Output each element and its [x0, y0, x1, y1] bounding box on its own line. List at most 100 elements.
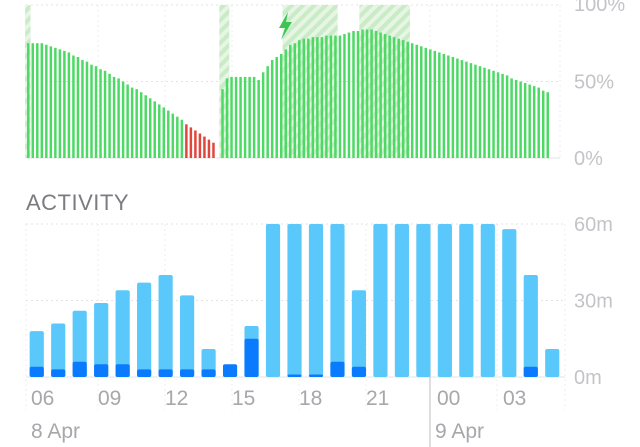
screen-off-bar: [244, 338, 259, 377]
battery-level-bar: [198, 133, 202, 158]
battery-level-bar: [474, 64, 477, 158]
battery-level-bar: [298, 40, 301, 158]
battery-level-bar: [243, 76, 247, 158]
battery-level-bar: [370, 29, 373, 159]
battery-level-bar: [388, 35, 391, 158]
battery-level-bar: [207, 139, 211, 158]
screen-off-bar: [180, 369, 195, 377]
battery-level-bar: [510, 78, 513, 158]
battery-level-bar: [392, 37, 396, 158]
screen-on-bar: [459, 224, 474, 377]
battery-level-bar: [307, 38, 310, 158]
battery-level-bar: [483, 67, 486, 158]
screen-on-bar: [416, 224, 431, 377]
screen-off-bar: [115, 364, 130, 377]
battery-level-bar: [117, 78, 120, 158]
battery-level-bar: [284, 49, 287, 159]
battery-level-bar: [49, 46, 53, 159]
battery-level-bar: [45, 44, 48, 158]
screen-off-bar: [72, 361, 87, 377]
battery-level-bar: [126, 84, 129, 158]
battery-level-bar: [239, 76, 242, 158]
screen-off-bar: [201, 369, 216, 377]
battery-level-bar: [27, 43, 30, 158]
screen-off-bar: [137, 369, 152, 377]
activity-x-tick-label: 03: [503, 387, 526, 410]
screen-on-bar: [351, 290, 367, 377]
battery-level-bar: [103, 70, 107, 158]
screen-off-bar: [523, 366, 538, 377]
battery-level-bar: [162, 107, 166, 158]
battery-level-bar: [334, 35, 337, 158]
battery-level-bar: [158, 104, 161, 158]
battery-level-bar: [447, 55, 450, 158]
battery-level-bar: [361, 29, 364, 159]
screen-off-bar: [158, 369, 173, 377]
battery-level-bar: [379, 32, 382, 158]
battery-level-bar: [347, 32, 351, 158]
screen-on-bar: [480, 224, 495, 377]
battery-level-bar: [185, 124, 188, 158]
battery-level-bar: [478, 66, 482, 158]
battery-level-bar: [320, 37, 324, 158]
battery-level-bar: [72, 55, 75, 158]
battery-level-bar: [406, 41, 409, 158]
battery-level-bar: [325, 35, 328, 158]
screen-on-bar: [94, 303, 109, 377]
charging-period-band: [219, 5, 230, 158]
activity-y-tick-label: 60m: [574, 214, 613, 236]
screen-on-bar: [265, 224, 281, 377]
battery-level-bar: [148, 98, 152, 158]
screen-on-bar: [545, 348, 560, 377]
battery-level-bar: [343, 34, 346, 158]
screen-off-bar: [29, 366, 44, 377]
battery-level-bar: [58, 49, 62, 159]
battery-level-bar: [54, 47, 57, 159]
screen-off-bar: [51, 369, 66, 377]
activity-date-label: 9 Apr: [435, 420, 484, 443]
battery-level-bar: [546, 92, 549, 158]
battery-level-bar: [352, 31, 355, 158]
activity-x-tick-label: 18: [299, 387, 322, 410]
screen-on-bar: [51, 323, 66, 377]
battery-level-bar: [90, 64, 93, 158]
battery-level-bar: [487, 69, 491, 158]
battery-level-bar: [438, 52, 441, 158]
battery-level-bar: [221, 89, 224, 158]
screen-on-bar: [502, 229, 517, 377]
battery-level-bar: [261, 72, 265, 158]
battery-level-bar: [234, 76, 238, 158]
battery-level-bar: [460, 60, 464, 158]
battery-level-bar: [212, 142, 215, 158]
battery-level-bar: [130, 87, 134, 158]
battery-level-bar: [81, 60, 84, 158]
battery-level-bar: [67, 52, 71, 158]
screen-on-bar: [287, 224, 302, 377]
screen-off-bar: [222, 364, 238, 377]
battery-level-bar: [257, 79, 260, 158]
battery-level-bar: [374, 31, 378, 158]
battery-level-bar: [492, 70, 495, 158]
battery-level-bar: [225, 78, 229, 158]
battery-level-bar: [469, 63, 473, 158]
battery-level-bar: [415, 44, 418, 158]
battery-level-bar: [135, 89, 138, 158]
activity-y-tick-label: 0m: [574, 367, 602, 389]
battery-level-bar: [365, 29, 369, 159]
battery-y-tick-label: 0%: [574, 148, 603, 170]
battery-level-bar: [514, 79, 518, 158]
battery-level-bar: [203, 136, 206, 158]
battery-level-bar: [153, 101, 156, 158]
battery-level-bar: [171, 113, 175, 158]
screen-on-bar: [330, 224, 345, 377]
battery-level-bar: [108, 73, 111, 158]
battery-level-bar: [85, 61, 89, 158]
battery-y-tick-label: 50%: [574, 72, 614, 94]
battery-level-bar: [501, 73, 504, 158]
battery-level-bar: [537, 87, 540, 158]
battery-level-bar: [252, 76, 256, 158]
battery-level-chart: 100% 50% 0%: [25, 0, 625, 170]
battery-level-bar: [456, 58, 459, 158]
battery-level-bar: [94, 66, 98, 158]
